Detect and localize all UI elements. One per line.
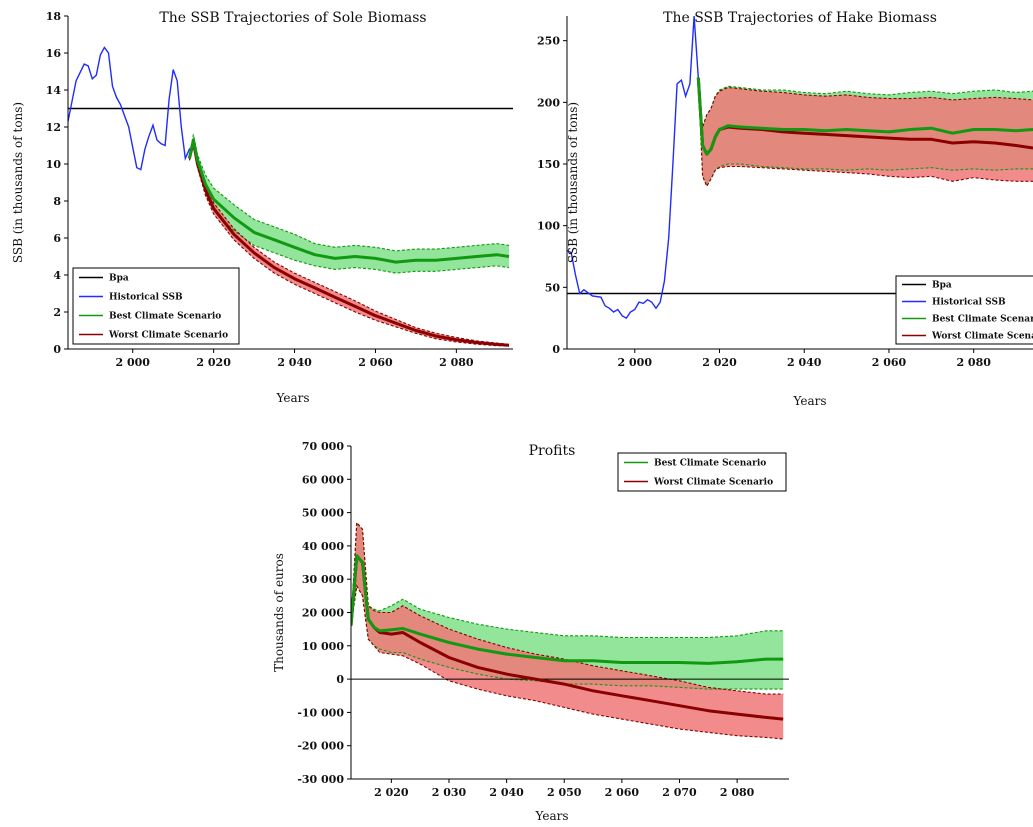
- chart-title: Profits: [529, 443, 576, 459]
- legend: Bpa Historical SSB Best Climate Scenario Wo…: [895, 275, 1033, 345]
- historical-line: [68, 46, 194, 171]
- legend-label: Best Climate Scenario: [109, 312, 221, 322]
- y-tick-label: 10: [46, 158, 62, 171]
- band-2: [189, 134, 509, 274]
- band-lower-3: [697, 77, 1033, 188]
- x-tick-label: 2 020: [374, 786, 409, 799]
- x-tick-label: 2 060: [605, 786, 640, 799]
- y-tick-label: 20 000: [302, 607, 344, 620]
- band-2: [351, 522, 784, 739]
- x-tick-label: 2 060: [872, 356, 907, 369]
- y-tick-label: 30 000: [302, 573, 344, 586]
- plot-area: [351, 521, 789, 740]
- plot-area: [567, 16, 1033, 320]
- band-upper-1: [351, 521, 784, 639]
- legend-box: [895, 275, 1033, 345]
- y-tick-label: -20 000: [297, 740, 344, 753]
- y-tick-label: 0: [53, 343, 61, 356]
- chart-title: The SSB Trajectories of Sole Biomass: [159, 10, 426, 26]
- legend-label: Historical SSB: [109, 293, 183, 303]
- y-tick-label: 16: [46, 47, 62, 60]
- x-tick-label: 2 020: [702, 356, 737, 369]
- x-tick-label: 2 060: [358, 356, 393, 369]
- y-tick-label: -30 000: [297, 773, 344, 786]
- legend-label: Worst Climate Scenario: [108, 331, 228, 341]
- y-tick-label: 200: [537, 96, 560, 109]
- x-tick-label: 2 040: [277, 356, 312, 369]
- y-tick-label: 8: [53, 195, 61, 208]
- x-tick-label: 2 030: [432, 786, 467, 799]
- legend-label: Bpa: [932, 281, 952, 291]
- scenario-line-3: [187, 140, 510, 347]
- y-tick-label: 4: [53, 269, 61, 282]
- legend-label: Bpa: [109, 274, 129, 284]
- x-axis-label: Years: [275, 391, 309, 405]
- chart-title: The SSB Trajectories of Hake Biomass: [663, 10, 937, 26]
- x-tick-label: 2 080: [956, 356, 991, 369]
- y-tick-label: 250: [537, 35, 560, 48]
- y-tick-label: 6: [53, 232, 61, 245]
- legend: Best Climate Scenario Worst Climate Scena…: [617, 452, 787, 492]
- scenario-line-2: [696, 77, 1033, 156]
- chart-hake: 0 50 100 150 200 250 2 000 2 020 2 040 2 060 2 080…: [537, 10, 1033, 408]
- band-upper-2: [188, 134, 510, 252]
- legend-box: [72, 267, 240, 345]
- scenario-line-1: [351, 554, 784, 665]
- y-tick-label: 70 000: [302, 440, 344, 453]
- y-tick-label: 18: [46, 10, 62, 23]
- legend-label: Worst Climate Scenario: [931, 332, 1033, 342]
- y-axis-label: Thousands of euros: [272, 553, 286, 672]
- legend-label: Best Climate Scenario: [654, 459, 766, 469]
- y-tick-label: 50: [545, 281, 561, 294]
- x-tick-label: 2 040: [489, 786, 524, 799]
- x-axis-label: Years: [534, 809, 568, 823]
- y-tick-label: 150: [537, 158, 560, 171]
- historical-line: [567, 16, 704, 320]
- legend-box: [617, 452, 787, 492]
- y-tick-label: 100: [537, 220, 560, 233]
- y-axis-label: SSB (in thousands of tons): [11, 102, 25, 263]
- legend-label: Historical SSB: [932, 298, 1006, 308]
- x-tick-label: 2 020: [196, 356, 231, 369]
- y-tick-label: -10 000: [297, 706, 344, 719]
- x-tick-label: 2 050: [547, 786, 582, 799]
- y-tick-label: 40 000: [302, 540, 344, 553]
- x-tick-label: 2 070: [662, 786, 697, 799]
- chart-profits: -30 000 -20 000 -10 000 0 10 000 20 000 30 000…: [272, 440, 789, 823]
- x-tick-label: 2 080: [439, 356, 474, 369]
- x-tick-label: 2 000: [618, 356, 653, 369]
- band-lower-1: [351, 584, 784, 690]
- legend-label: Best Climate Scenario: [932, 315, 1033, 325]
- y-tick-label: 2: [53, 306, 61, 319]
- band-lower-3: [188, 145, 510, 347]
- x-axis-label: Years: [792, 394, 826, 408]
- band-lower-2: [188, 145, 510, 274]
- legend-label: Worst Climate Scenario: [653, 478, 773, 488]
- plot-area: [68, 46, 513, 347]
- scenario-line-2: [187, 138, 510, 264]
- y-axis-label: SSB (in thousands of tons): [566, 102, 580, 263]
- band-upper-3: [697, 77, 1033, 128]
- y-tick-label: 14: [46, 84, 62, 97]
- y-tick-label: 0: [552, 343, 560, 356]
- y-tick-label: 12: [46, 121, 61, 134]
- y-tick-label: 60 000: [302, 473, 344, 486]
- y-tick-label: 50 000: [302, 507, 344, 520]
- x-tick-label: 2 080: [720, 786, 755, 799]
- x-tick-label: 2 040: [787, 356, 822, 369]
- y-tick-label: 0: [336, 673, 344, 686]
- x-tick-label: 2 000: [116, 356, 151, 369]
- legend: Bpa Historical SSB Best Climate Scenario Wo…: [72, 267, 240, 345]
- band-upper-2: [351, 521, 784, 695]
- chart-sole: 0 2 4 6 8 10 12 14 16 18 2 000 2 020 2 040 2 060 2 080…: [11, 10, 513, 405]
- y-tick-label: 10 000: [302, 640, 344, 653]
